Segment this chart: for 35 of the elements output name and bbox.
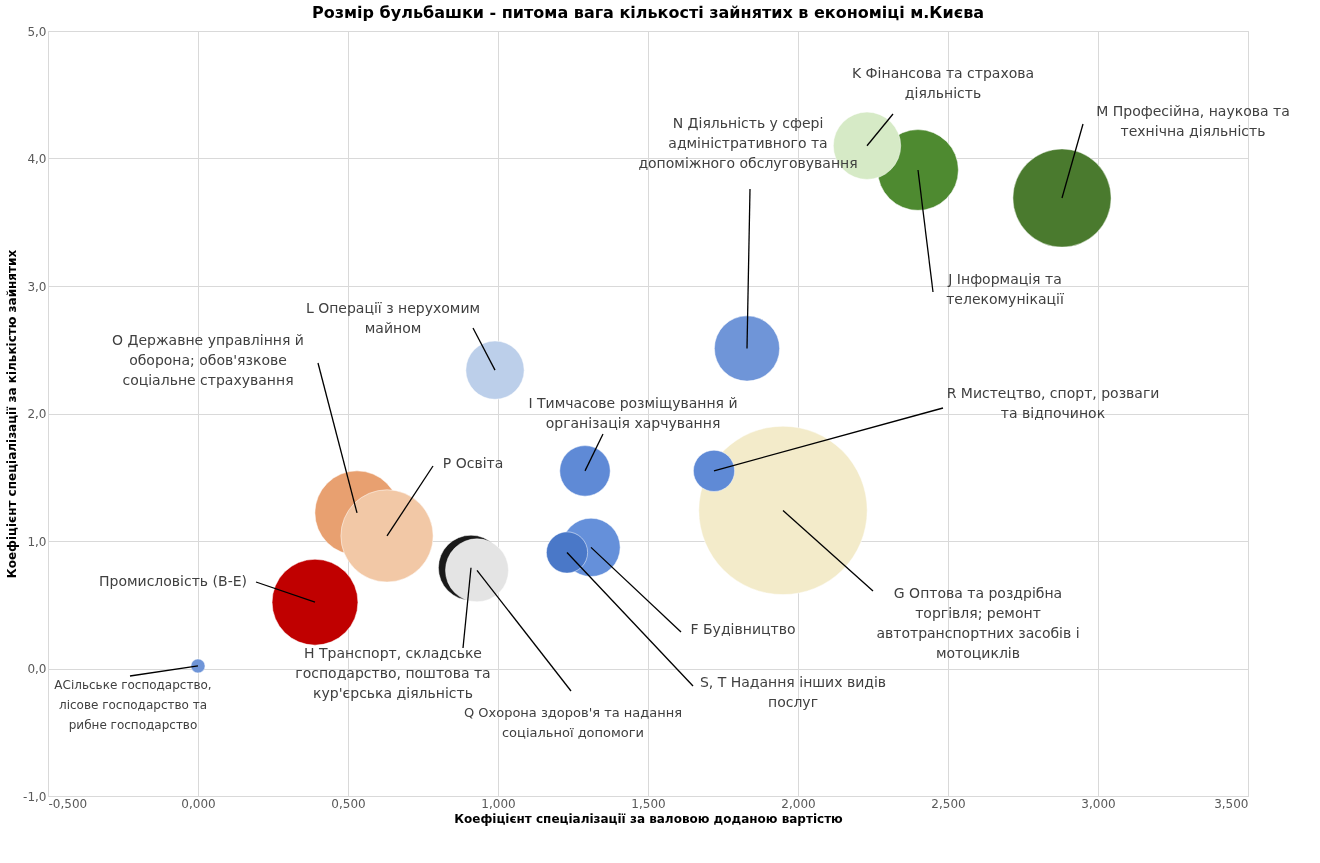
- series-label: АСільське господарство, лісове господарство та рибне господарство: [54, 678, 212, 732]
- text: Q Охорона здоров'я та надання соціальної допомоги: [463, 705, 683, 740]
- x-tick-label: 2,000: [781, 796, 816, 811]
- chart-title: Розмір бульбашки - питома вага кількості зайнятих в економіці м.Києва: [311, 3, 985, 22]
- text: Р Освіта: [442, 455, 504, 471]
- x-tick-label: 3,500: [1214, 796, 1249, 811]
- series-label: L Операції з нерухомим майном: [305, 300, 481, 336]
- series-label: K Фінансова та страхова діяльність: [851, 65, 1035, 101]
- y-tick-label: -1,0: [23, 789, 47, 804]
- x-tick-label: 2,500: [931, 796, 966, 811]
- x-tick-label: 1,000: [481, 796, 516, 811]
- series-label: M Професійна, наукова та технічна діяльність: [1096, 103, 1290, 139]
- y-tick-label: 1,0: [27, 534, 47, 549]
- x-tick-label: 0,000: [181, 796, 216, 811]
- x-tick-label: 1,500: [631, 796, 666, 811]
- x-tick-label: 0,500: [331, 796, 366, 811]
- text: G Оптова та роздрібна торгівля; ремонт автотранспортних засобів і мотоциклів: [876, 585, 1080, 661]
- y-axis-title: Коефіцієнт спеціалізації за кількістю зайнятих: [5, 249, 20, 579]
- y-tick-label: 3,0: [27, 279, 47, 294]
- text: F Будівництво: [690, 621, 796, 637]
- text: І Тимчасове розміщування й організація харчування: [528, 395, 738, 431]
- y-tick-label: 2,0: [27, 407, 47, 421]
- x-axis-title: Коефіцієнт спеціалізації за валовою доданою вартістю: [454, 811, 844, 826]
- y-tick-label: 4,0: [27, 152, 47, 166]
- text: S, T Надання інших видів послуг: [699, 674, 887, 710]
- text: J Інформація та телекомунікації: [946, 271, 1064, 307]
- text: R Мистецтво, спорт, розваги та відпочинок: [946, 385, 1160, 421]
- text: О Державне управління й оборона; обов'язкове соціальне страхування: [112, 332, 304, 388]
- y-tick-label: 5,0: [27, 24, 47, 39]
- text: N Діяльність у сфері адміністративного та допоміжного обслуговування: [638, 115, 858, 171]
- y-tick-label: 0,0: [27, 662, 47, 676]
- x-tick-label: 3,000: [1081, 796, 1116, 811]
- text: Н Транспорт, складське господарство, поштова та кур'єрська діяльність: [295, 645, 491, 701]
- series-label: Промисловість (B-E): [99, 573, 247, 589]
- x-tick-label: -0,500: [48, 796, 88, 811]
